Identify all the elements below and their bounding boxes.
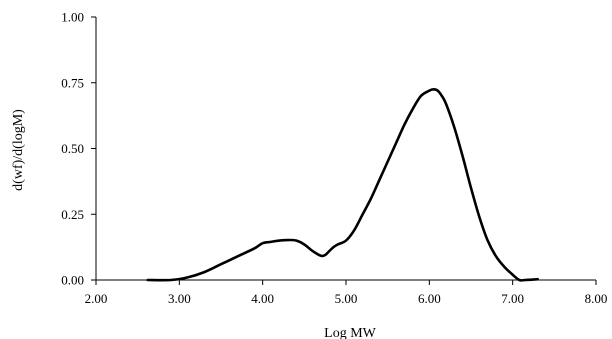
series-line	[146, 88, 539, 282]
x-tick-label: 5.00	[335, 291, 358, 306]
x-tick-label: 4.00	[251, 291, 274, 306]
x-axis-title: Log MW	[324, 326, 377, 339]
y-tick-label: 1.00	[61, 10, 84, 25]
x-tick-label: 8.00	[585, 291, 608, 306]
x-tick-label: 3.00	[168, 291, 191, 306]
y-tick-label: 0.75	[61, 75, 84, 90]
x-tick-label: 7.00	[501, 291, 524, 306]
series-layer	[146, 88, 539, 282]
y-tick-label: 0.25	[61, 207, 84, 222]
y-axis-title: d(wf)/d(logM)	[11, 109, 26, 191]
tick-labels: 2.00 3.00 4.00 5.00 6.00 7.00 8.00 0.00 0.25 0.50…	[61, 10, 607, 307]
tick-marks	[91, 16, 597, 285]
y-tick-label: 0.00	[61, 273, 84, 288]
y-tick-label: 0.50	[61, 141, 84, 156]
x-tick-label: 6.00	[418, 291, 441, 306]
x-tick-label: 2.00	[85, 291, 108, 306]
